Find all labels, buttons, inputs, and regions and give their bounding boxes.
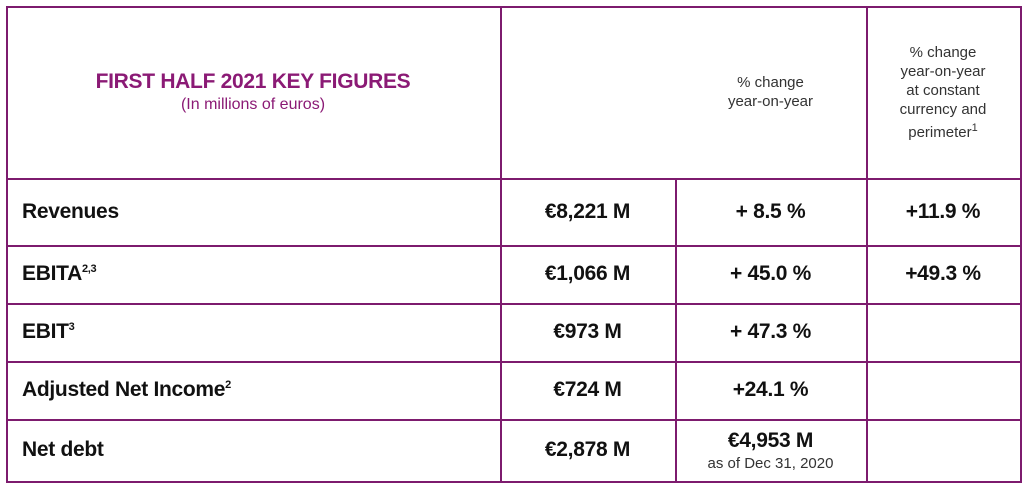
value: €973 M [553,320,622,343]
value-cell: €2,878 M [500,419,675,481]
change: + 8.5 % [735,199,806,223]
change: €4,953 M [727,428,814,452]
value: €2,878 M [544,438,631,461]
change-cell: + 45.0 % [675,245,866,303]
cell-border [866,419,1022,483]
change-cc: +11.9 % [905,199,981,223]
change-note: as of Dec 31, 2020 [707,454,834,472]
change-cell: + 8.5 % [675,178,866,245]
table-subtitle: (In millions of euros) [180,96,326,113]
header-text: year-on-year [900,62,986,80]
footnote-mark: 3 [68,321,75,333]
footnote-mark: 2,3 [81,263,97,275]
value: €8,221 M [544,199,631,223]
row-label-cell: Adjusted Net Income2 [6,361,500,419]
header-text: perimeter1 [908,121,978,141]
row-label: EBIT3 [22,320,75,343]
change: + 47.3 % [729,320,812,343]
value-cell: €1,066 M [500,245,675,303]
row-label: Net debt [22,438,104,461]
change: + 45.0 % [729,262,812,285]
value: €724 M [553,378,622,401]
change-cc: +49.3 % [905,262,981,285]
value-cell: €8,221 M [500,178,675,245]
value-cell: €724 M [500,361,675,419]
change-cc-cell [866,361,1020,419]
change-cell: €4,953 M as of Dec 31, 2020 [675,419,866,481]
change-cc-cell [866,303,1020,361]
row-label: Adjusted Net Income2 [22,378,231,401]
footnote-mark: 1 [971,121,978,134]
change-cell: + 47.3 % [675,303,866,361]
value: €1,066 M [544,262,631,285]
header-text: % change [737,74,804,91]
header-change-cc: % change year-on-year at constant currency … [866,6,1020,178]
change-cc-cell: +49.3 % [866,245,1020,303]
row-label-cell: EBITA2,3 [6,245,500,303]
header-text: currency and [899,100,987,118]
value-cell: €973 M [500,303,675,361]
header-text: year-on-year [727,93,814,110]
row-label-cell: Net debt [6,419,500,481]
row-label-cell: Revenues [6,178,500,245]
row-label-cell: EBIT3 [6,303,500,361]
header-text: % change [909,43,977,61]
change-cell: +24.1 % [675,361,866,419]
header-text: at constant [906,81,980,99]
change-cc-cell: +11.9 % [866,178,1020,245]
header-change: % change year-on-year [675,6,866,178]
header-title-cell: FIRST HALF 2021 KEY FIGURES (In millions … [6,6,500,178]
change: +24.1 % [732,378,809,401]
row-label: Revenues [22,199,119,223]
footnote-mark: 2 [225,379,231,391]
table-title: FIRST HALF 2021 KEY FIGURES [95,70,411,93]
change-cc-cell [866,419,1020,481]
row-label: EBITA2,3 [22,262,97,285]
